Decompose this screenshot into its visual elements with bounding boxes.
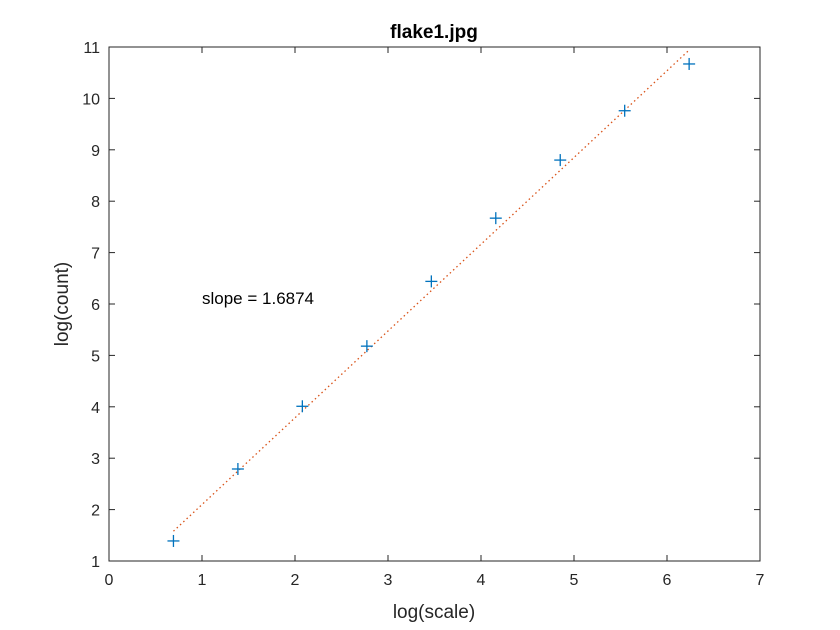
data-point bbox=[554, 154, 567, 167]
data-point bbox=[425, 275, 438, 288]
y-tick-label: 4 bbox=[91, 400, 100, 417]
y-tick-label: 11 bbox=[83, 40, 100, 57]
y-tick-label: 5 bbox=[91, 348, 100, 365]
y-axis-label: log(count) bbox=[52, 262, 73, 347]
y-tick-label: 2 bbox=[91, 503, 100, 520]
x-tick-label: 2 bbox=[291, 572, 300, 589]
chart-title: flake1.jpg bbox=[390, 22, 478, 43]
x-tick-label: 5 bbox=[570, 572, 579, 589]
data-point bbox=[618, 104, 631, 117]
y-tick-label: 6 bbox=[91, 297, 100, 314]
x-tick-label: 7 bbox=[756, 572, 765, 589]
fit-line bbox=[173, 49, 690, 532]
data-point bbox=[683, 57, 696, 70]
y-tick-label: 3 bbox=[91, 451, 100, 468]
y-tick-label: 7 bbox=[91, 246, 100, 263]
data-point bbox=[360, 340, 373, 353]
y-tick-label: 10 bbox=[82, 91, 100, 108]
data-point bbox=[296, 400, 309, 413]
x-tick-label: 3 bbox=[384, 572, 393, 589]
y-tick-label: 9 bbox=[91, 143, 100, 160]
slope-annotation: slope = 1.6874 bbox=[202, 289, 314, 308]
data-points bbox=[167, 57, 696, 547]
x-tick-label: 4 bbox=[477, 572, 486, 589]
y-tick-label: 8 bbox=[91, 194, 100, 211]
y-tick-label: 1 bbox=[91, 554, 100, 571]
x-axis: 0 1 2 3 4 5 6 7 bbox=[105, 47, 765, 589]
fit-line-group bbox=[173, 49, 690, 532]
x-tick-label: 0 bbox=[105, 572, 114, 589]
x-tick-label: 6 bbox=[663, 572, 672, 589]
x-axis-label: log(scale) bbox=[393, 602, 475, 623]
data-point bbox=[489, 212, 502, 225]
x-tick-label: 1 bbox=[198, 572, 207, 589]
plot-area bbox=[108, 46, 761, 562]
data-point bbox=[167, 534, 180, 547]
data-point bbox=[231, 462, 244, 475]
y-axis: 1 2 3 4 5 6 7 8 9 10 11 bbox=[82, 40, 760, 571]
